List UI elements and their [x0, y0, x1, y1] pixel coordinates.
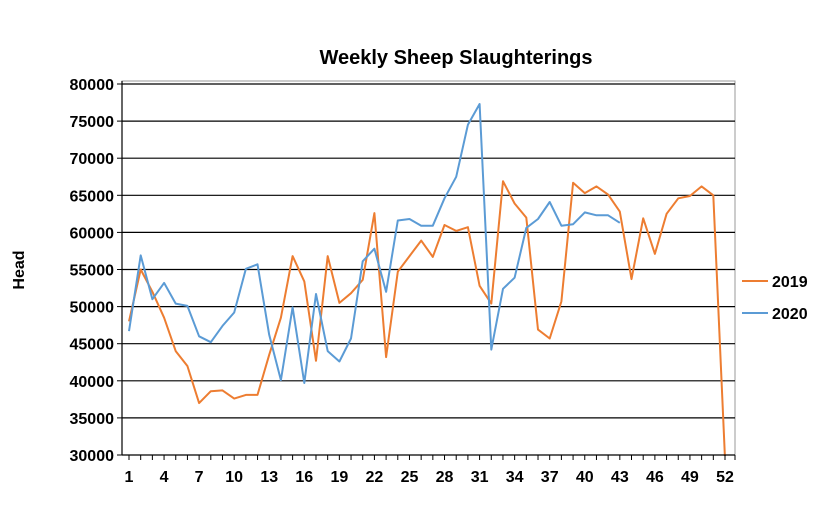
series-line-2020	[128, 103, 621, 384]
y-tick-label: 65000	[70, 188, 115, 205]
x-tick-label: 52	[716, 469, 734, 486]
x-tick-label: 31	[471, 469, 489, 486]
legend-label-2020: 2020	[772, 306, 808, 323]
y-tick-label: 80000	[70, 77, 115, 94]
x-tick-label: 37	[541, 469, 559, 486]
x-tick-label: 40	[576, 469, 594, 486]
x-tick-label: 1	[125, 469, 134, 486]
x-tick-label: 46	[646, 469, 664, 486]
x-tick-label: 22	[366, 469, 384, 486]
y-tick-label: 70000	[70, 151, 115, 168]
x-tick-label: 49	[681, 469, 699, 486]
legend-label-2019: 2019	[772, 274, 808, 291]
y-axis-label: Head	[11, 250, 28, 289]
x-tick-label: 10	[225, 469, 243, 486]
x-tick-label: 4	[160, 469, 169, 486]
y-tick-label: 50000	[70, 300, 115, 317]
x-tick-label: 13	[260, 469, 278, 486]
x-tick-label: 43	[611, 469, 629, 486]
y-tick-label: 55000	[70, 263, 115, 280]
x-tick-label: 7	[195, 469, 204, 486]
y-tick-label: 45000	[70, 337, 115, 354]
x-tick-label: 16	[295, 469, 313, 486]
chart-title: Weekly Sheep Slaughterings	[319, 47, 592, 69]
x-tick-label: 25	[401, 469, 419, 486]
x-tick-label: 19	[330, 469, 348, 486]
x-tick-label: 34	[506, 469, 524, 486]
y-tick-label: 35000	[70, 411, 115, 428]
y-tick-label: 40000	[70, 374, 115, 391]
x-tick-label: 28	[436, 469, 454, 486]
plot-area-border	[121, 80, 736, 456]
y-tick-label: 60000	[70, 225, 115, 242]
y-tick-label: 30000	[70, 448, 115, 465]
y-tick-label: 75000	[70, 114, 115, 131]
series-line-2019	[128, 180, 726, 456]
